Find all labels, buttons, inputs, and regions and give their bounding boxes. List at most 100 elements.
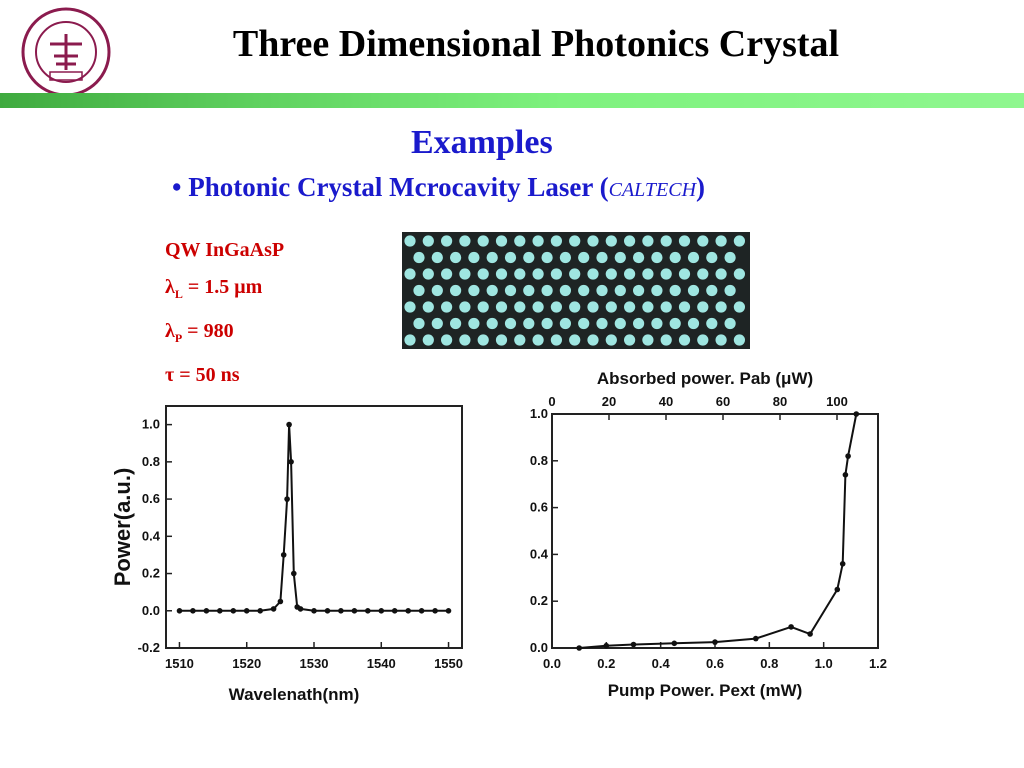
lattice-hole	[404, 334, 416, 346]
y-tick-label: 0.6	[530, 500, 548, 515]
lattice-hole	[605, 235, 617, 247]
lattice-hole	[605, 268, 617, 280]
lattice-hole	[468, 317, 480, 330]
lattice-hole	[651, 284, 663, 297]
data-point	[297, 606, 304, 612]
photonic-crystal-micrograph	[402, 232, 750, 349]
lattice-hole	[523, 284, 535, 297]
lattice-hole	[504, 317, 517, 330]
lattice-hole	[660, 235, 672, 247]
lattice-hole	[514, 268, 526, 280]
lattice-hole	[431, 251, 443, 264]
top-tick-label: 100	[826, 394, 848, 409]
lattice-hole	[541, 317, 553, 330]
lattice-hole	[523, 317, 535, 330]
lattice-hole	[532, 235, 544, 247]
data-point	[445, 608, 452, 614]
data-point	[418, 608, 425, 614]
top-axis-label: Absorbed power. Pab (μW)	[597, 369, 813, 388]
lattice-hole	[587, 301, 599, 313]
lattice-hole	[706, 251, 718, 264]
lattice-hole	[715, 268, 727, 280]
lattice-hole	[687, 317, 700, 330]
lattice-hole	[614, 317, 626, 330]
data-point	[257, 608, 263, 614]
data-point	[365, 608, 371, 614]
lattice-hole	[660, 268, 672, 280]
lattice-hole	[715, 301, 727, 313]
lattice-hole	[431, 284, 443, 297]
data-point	[853, 411, 860, 417]
lattice-hole	[569, 235, 581, 247]
lattice-hole	[486, 317, 498, 330]
lattice-hole	[477, 301, 489, 313]
top-tick-label: 40	[659, 394, 673, 409]
x-tick-label: 0.0	[543, 656, 561, 671]
data-point	[807, 631, 813, 637]
data-point	[839, 561, 846, 567]
lattice-hole	[697, 268, 709, 280]
data-point	[788, 624, 794, 630]
data-point	[243, 608, 250, 614]
lattice-hole	[523, 251, 535, 264]
param-lambda-l: λL = 1.5 μm	[165, 276, 263, 301]
data-point	[217, 608, 223, 614]
lattice-hole	[468, 251, 480, 264]
lattice-hole	[441, 268, 453, 280]
lattice-hole	[633, 251, 645, 264]
data-point	[432, 608, 438, 614]
y-tick-label: 0.0	[530, 640, 548, 655]
lattice-hole	[633, 317, 645, 330]
lattice-hole	[715, 334, 727, 346]
subheading-text: Photonic Crystal Mcrocavity Laser	[188, 172, 593, 202]
lattice-hole	[550, 235, 562, 247]
data-point	[286, 421, 292, 428]
data-point	[391, 608, 398, 614]
x-tick-label: 0.8	[760, 656, 778, 671]
lattice-hole	[669, 317, 681, 330]
lattice-hole	[733, 301, 745, 313]
y-tick-label: 1.0	[530, 406, 548, 421]
lattice-hole	[706, 317, 718, 330]
x-tick-label: 1520	[232, 656, 261, 671]
lattice-hole	[559, 251, 571, 264]
data-point	[277, 598, 284, 605]
lattice-hole	[569, 334, 581, 346]
lattice-hole	[404, 235, 416, 247]
lattice-hole	[642, 268, 654, 280]
lattice-hole	[587, 235, 599, 247]
lattice-hole	[532, 301, 544, 313]
lattice-hole	[468, 284, 480, 297]
lattice-hole	[642, 334, 654, 346]
data-point	[291, 570, 297, 577]
lattice-hole	[669, 284, 681, 297]
lattice-hole	[651, 317, 663, 330]
lattice-hole	[532, 268, 544, 280]
lattice-hole	[724, 251, 736, 264]
lattice-hole	[569, 301, 581, 313]
lattice-hole	[733, 268, 745, 280]
lattice-hole	[624, 334, 636, 346]
lattice-hole	[724, 317, 736, 330]
y-tick-label: 0.8	[142, 454, 160, 469]
lattice-hole	[532, 334, 544, 346]
lattice-hole	[596, 317, 608, 330]
y-tick-label: 0.0	[142, 603, 160, 618]
data-point	[324, 608, 331, 614]
lattice-hole	[450, 317, 462, 330]
data-point	[834, 586, 841, 593]
data-point	[311, 608, 317, 614]
lattice-hole	[624, 301, 636, 313]
y-tick-label: 0.8	[530, 453, 548, 468]
data-point	[270, 606, 277, 612]
data-point	[630, 641, 637, 648]
institution: CALTECH	[608, 179, 697, 201]
x-tick-label: 0.2	[597, 656, 615, 671]
lattice-hole	[715, 235, 727, 247]
y-tick-label: 0.2	[142, 566, 160, 581]
y-tick-label: 0.4	[142, 528, 161, 543]
lattice-hole	[642, 301, 654, 313]
lattice-hole	[578, 317, 590, 330]
x-tick-label: 1.2	[869, 656, 887, 671]
lattice-hole	[578, 251, 590, 264]
